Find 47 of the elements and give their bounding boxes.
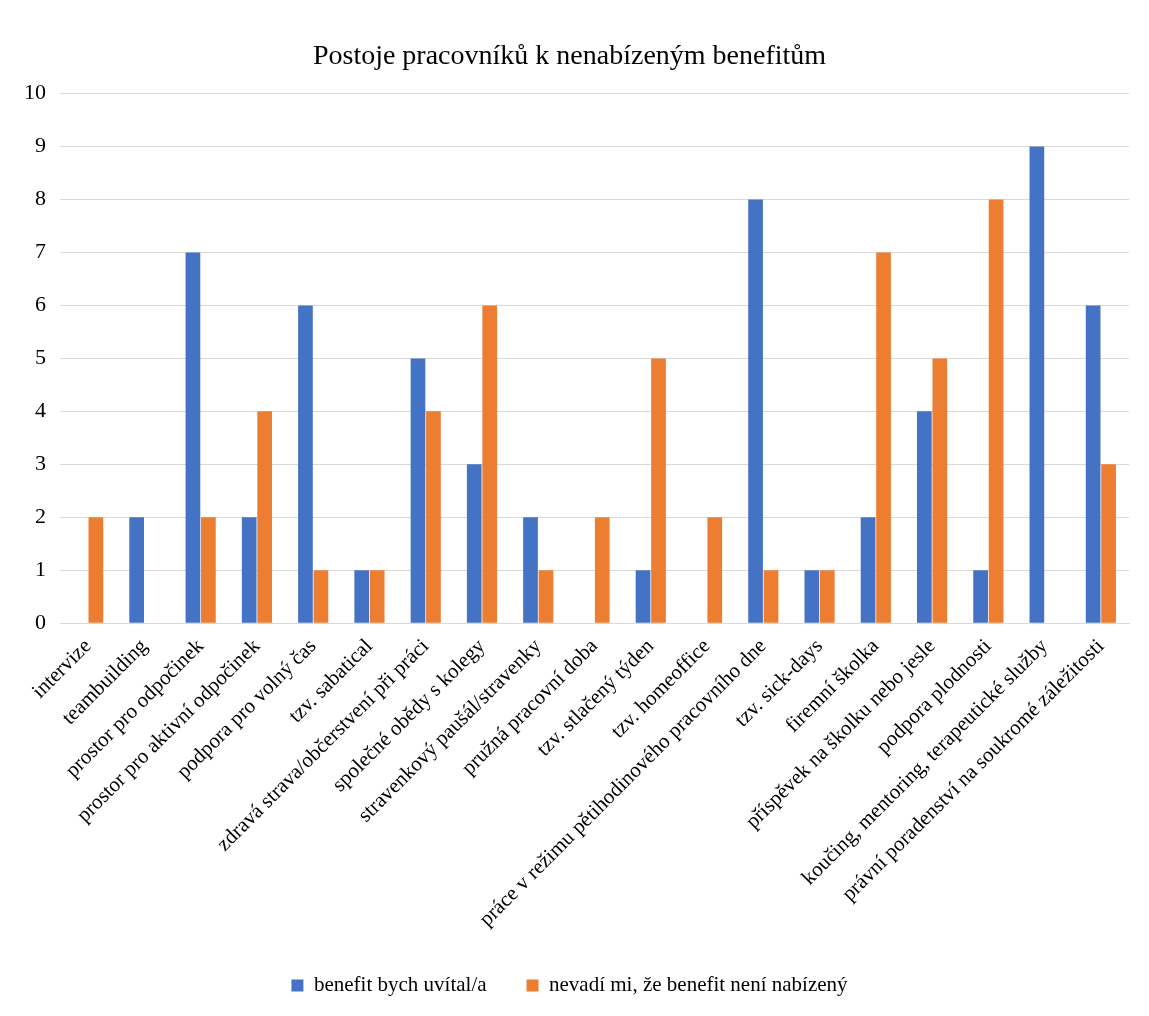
bar: [1085, 305, 1101, 623]
bar: [313, 570, 329, 623]
y-tick-label: 10: [24, 79, 46, 105]
legend-label: benefit bych uvítal/a: [313, 972, 488, 997]
y-tick-label: 1: [35, 556, 46, 582]
bar: [763, 570, 779, 623]
y-tick-label: 8: [35, 185, 46, 211]
bar: [707, 517, 723, 623]
y-tick-label: 9: [35, 132, 46, 158]
bar: [876, 252, 891, 623]
bar: [426, 411, 441, 623]
bar: [201, 517, 216, 623]
bar: [298, 305, 313, 623]
y-tick-label: 2: [35, 503, 46, 529]
y-tick-label: 3: [35, 450, 46, 476]
bar: [129, 517, 145, 623]
bar: [482, 305, 498, 623]
bar: [973, 570, 988, 623]
legend-label: nevadí mi, že benefit není nabízený: [549, 972, 849, 997]
bar: [651, 358, 666, 623]
y-tick-label: 4: [35, 397, 46, 423]
y-tick-label: 6: [35, 291, 46, 317]
bar: [88, 517, 104, 623]
bar: [185, 252, 201, 623]
bar: [932, 358, 948, 623]
bar: [1029, 146, 1045, 623]
bar: [988, 199, 1004, 623]
y-tick-label: 7: [35, 238, 46, 264]
y-tick-label: 5: [35, 344, 46, 370]
bar: [819, 570, 835, 623]
bar: [1101, 464, 1116, 623]
bar: [538, 570, 554, 623]
bar: [257, 411, 273, 623]
bar: [635, 570, 651, 623]
chart-title: Postoje pracovníků k nenabízeným benefitům: [312, 39, 827, 71]
bar: [369, 570, 385, 623]
bar: [354, 570, 370, 623]
y-tick-label: 0: [35, 608, 46, 634]
bar: [466, 464, 482, 623]
bar: [410, 358, 426, 623]
bar: [916, 411, 932, 623]
bar: [241, 517, 257, 623]
bar: [804, 570, 820, 623]
bar: [594, 517, 610, 623]
bar: [860, 517, 876, 623]
bar: [748, 199, 763, 623]
bar: [523, 517, 538, 623]
